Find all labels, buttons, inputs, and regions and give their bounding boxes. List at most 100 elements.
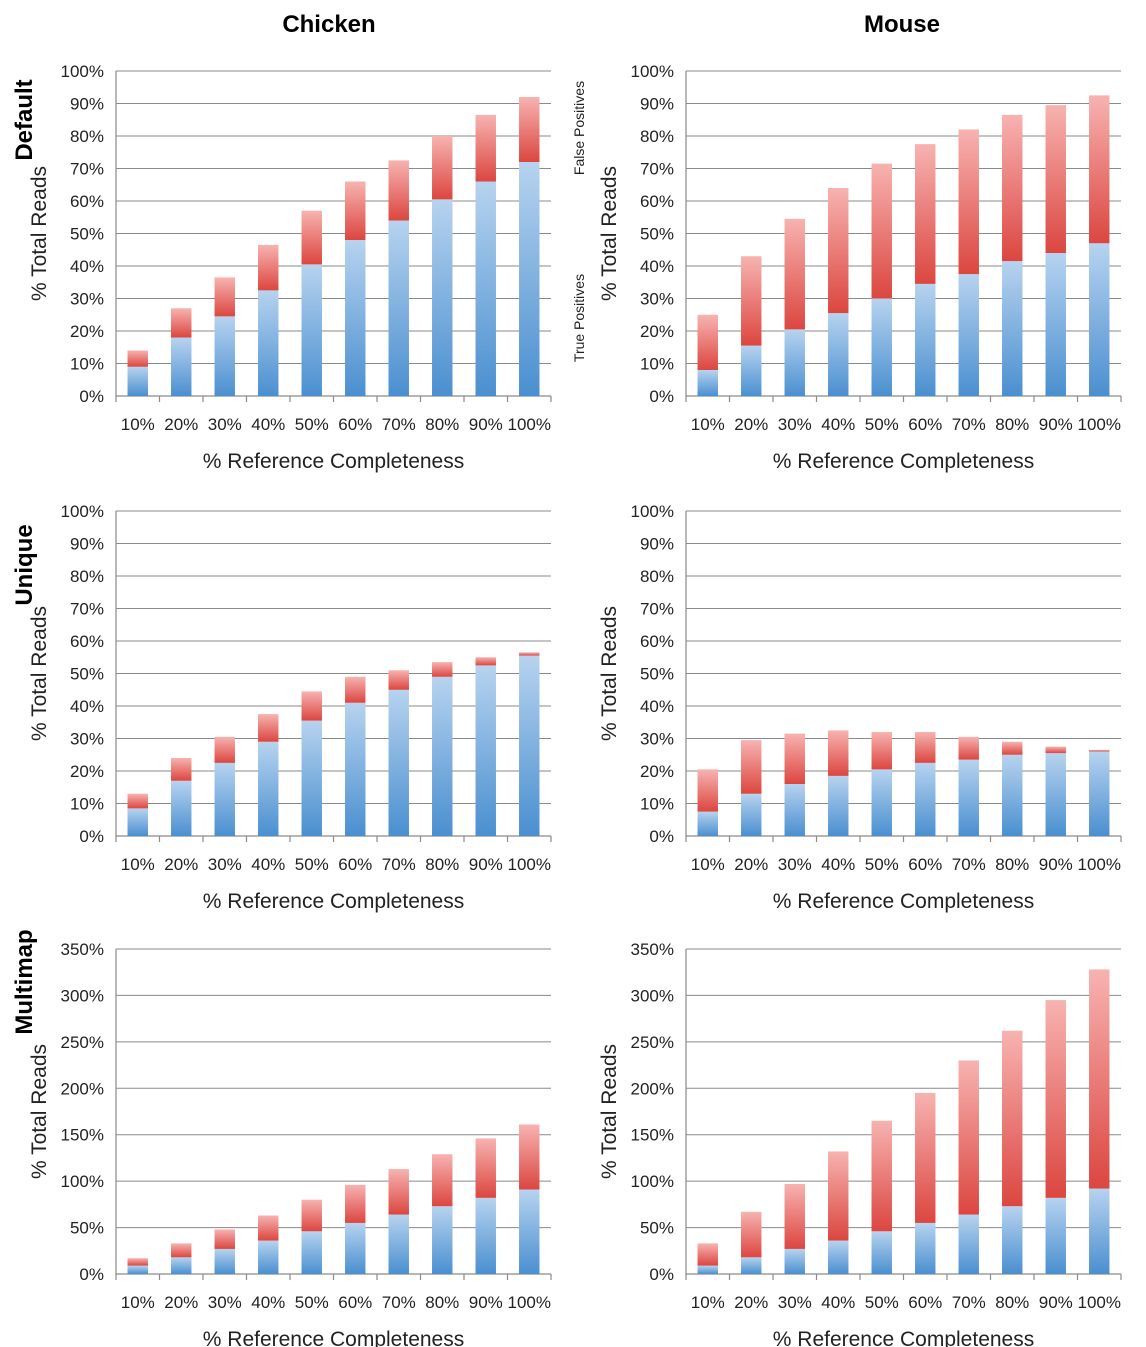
bar-true-positives — [475, 665, 496, 836]
chart-chicken-multimap: 0% 50% 100% 150% 200% 250% 300% 350% 10% 20% 30% 40… — [28, 940, 552, 1347]
x-tick-label: 100% — [1078, 415, 1121, 434]
bar-true-positives — [301, 264, 322, 396]
bar-false-positives — [258, 244, 279, 291]
bar-true-positives — [741, 793, 762, 836]
x-axis-title: % Reference Completeness — [203, 450, 464, 473]
bar-true-positives — [345, 240, 366, 396]
bar-true-positives — [784, 784, 805, 836]
bar-true-positives — [1045, 253, 1066, 396]
y-tick-label: 150% — [631, 1126, 674, 1145]
bar-false-positives — [958, 736, 979, 760]
bar-true-positives — [519, 1189, 540, 1274]
y-tick-label: 90% — [70, 535, 104, 554]
chart-chicken-default: 0% 10% 20% 30% 40% 50% 60% 70% 80% 90% 100% 10% 20% 3… — [28, 62, 552, 473]
bar-true-positives — [697, 811, 718, 836]
column-title-chicken: Chicken — [282, 11, 375, 38]
bar-false-positives — [345, 181, 366, 240]
y-axis-title: % Total Reads — [28, 166, 51, 301]
bar-true-positives — [741, 1257, 762, 1274]
bar-true-positives — [828, 775, 849, 836]
bar-false-positives — [1002, 114, 1023, 262]
x-tick-label: 80% — [425, 415, 459, 434]
bar-true-positives — [915, 762, 936, 836]
y-axis-title: % Total Reads — [598, 166, 621, 301]
bar-false-positives — [784, 733, 805, 784]
y-axis-title: % Total Reads — [598, 1044, 621, 1179]
y-tick-label: 0% — [649, 387, 674, 406]
y-tick-label: 150% — [61, 1126, 104, 1145]
x-tick-label: 10% — [121, 855, 155, 874]
x-tick-label: 60% — [908, 415, 942, 434]
bar-true-positives — [432, 199, 453, 396]
y-tick-label: 200% — [61, 1079, 104, 1098]
x-tick-label: 30% — [778, 1293, 812, 1312]
x-tick-label: 80% — [995, 415, 1029, 434]
y-tick-label: 10% — [640, 795, 674, 814]
x-tick-label: 40% — [251, 415, 285, 434]
bar-false-positives — [171, 308, 192, 338]
bar-true-positives — [1002, 754, 1023, 836]
x-tick-label: 40% — [821, 1293, 855, 1312]
x-tick-label: 50% — [295, 855, 329, 874]
y-tick-label: 60% — [70, 632, 104, 651]
y-tick-label: 60% — [640, 192, 674, 211]
bar-false-positives — [871, 732, 892, 770]
bar-false-positives — [1002, 1030, 1023, 1207]
y-tick-label: 100% — [61, 62, 104, 81]
x-tick-label: 60% — [338, 415, 372, 434]
y-tick-label: 250% — [631, 1033, 674, 1052]
x-tick-label: 90% — [1039, 415, 1073, 434]
bar-false-positives — [301, 691, 322, 721]
x-tick-label: 50% — [865, 855, 899, 874]
bar-false-positives — [345, 676, 366, 703]
x-tick-label: 100% — [508, 415, 551, 434]
x-tick-label: 70% — [952, 1293, 986, 1312]
x-tick-label: 50% — [865, 1293, 899, 1312]
bar-false-positives — [958, 129, 979, 275]
y-tick-label: 40% — [70, 257, 104, 276]
x-tick-label: 50% — [295, 1293, 329, 1312]
x-tick-label: 40% — [821, 855, 855, 874]
y-tick-label: 90% — [640, 535, 674, 554]
bar-false-positives — [214, 736, 235, 763]
bar-false-positives — [1045, 105, 1066, 253]
bar-false-positives — [828, 730, 849, 776]
bar-false-positives — [1089, 969, 1110, 1189]
bar-true-positives — [171, 780, 192, 836]
y-tick-label: 100% — [631, 502, 674, 521]
bar-true-positives — [214, 762, 235, 836]
y-tick-label: 100% — [61, 502, 104, 521]
bar-false-positives — [784, 1183, 805, 1249]
row-title-default: Default — [11, 79, 38, 160]
x-axis-title: % Reference Completeness — [773, 450, 1034, 473]
x-tick-label: 70% — [952, 855, 986, 874]
bar-true-positives — [1089, 751, 1110, 836]
x-tick-label: 30% — [778, 855, 812, 874]
bar-false-positives — [258, 1215, 279, 1241]
bar-true-positives — [958, 759, 979, 836]
bar-false-positives — [741, 256, 762, 346]
x-axis-title: % Reference Completeness — [203, 890, 464, 913]
y-tick-label: 0% — [649, 827, 674, 846]
bar-false-positives — [214, 277, 235, 317]
y-tick-label: 80% — [70, 127, 104, 146]
bar-true-positives — [345, 702, 366, 836]
legend-false-positives: False Positives — [571, 81, 587, 175]
y-tick-label: 0% — [649, 1265, 674, 1284]
x-tick-label: 30% — [208, 415, 242, 434]
y-tick-label: 100% — [631, 62, 674, 81]
bar-true-positives — [1045, 1197, 1066, 1274]
bar-false-positives — [915, 732, 936, 763]
y-tick-label: 90% — [70, 95, 104, 114]
y-axis-title: % Total Reads — [28, 606, 51, 741]
x-tick-label: 70% — [382, 415, 416, 434]
x-tick-label: 10% — [691, 415, 725, 434]
bar-false-positives — [301, 210, 322, 265]
bar-false-positives — [519, 1124, 540, 1190]
bar-false-positives — [697, 769, 718, 812]
bar-true-positives — [915, 1222, 936, 1274]
x-tick-label: 10% — [691, 855, 725, 874]
x-tick-label: 100% — [1078, 1293, 1121, 1312]
bar-true-positives — [388, 1214, 409, 1274]
